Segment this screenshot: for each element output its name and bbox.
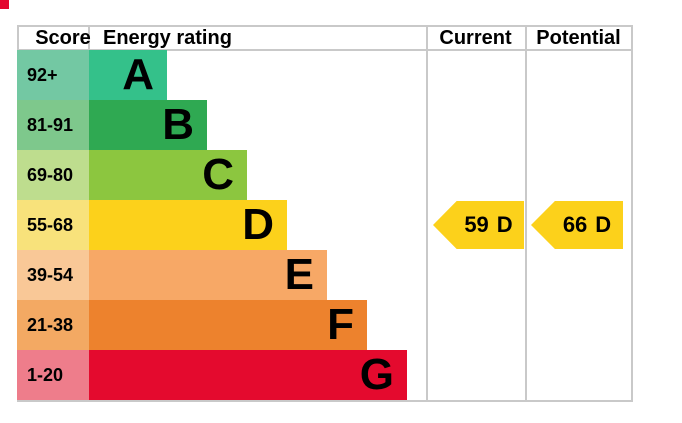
band-letter: E: [284, 250, 314, 299]
band-letter: C: [202, 150, 234, 199]
current-rating-arrow: 59 D: [433, 201, 524, 249]
current-potential-divider: [525, 25, 527, 402]
band-score-cell: 21-38: [17, 300, 89, 350]
band-letter: G: [359, 350, 394, 399]
band-bar: F: [89, 300, 367, 350]
band-bar: C: [89, 150, 247, 200]
band-score-cell: 1-20: [17, 350, 89, 400]
band-letter: B: [162, 100, 194, 149]
current-rating-value: 59: [464, 212, 489, 237]
potential-rating-value: 66: [562, 212, 588, 237]
band-letter: D: [242, 200, 274, 249]
potential-rating-arrow: 66 D: [531, 201, 623, 249]
rating-current-divider: [426, 25, 428, 402]
score-column-header: Score: [35, 27, 91, 49]
band-score-cell: 92+: [17, 50, 89, 100]
band-bar: G: [89, 350, 407, 400]
current-column-header: Current: [439, 27, 512, 49]
band-bar: A: [89, 50, 167, 100]
band-score-cell: 69-80: [17, 150, 89, 200]
energy-rating-column-header: Energy rating: [103, 27, 232, 49]
band-bar: D: [89, 200, 287, 250]
band-bar: E: [89, 250, 327, 300]
band-letter: F: [327, 300, 354, 349]
potential-rating-band: D: [595, 212, 612, 237]
score-rating-divider: [88, 25, 90, 51]
band-score-cell: 81-91: [17, 100, 89, 150]
table-bottom-border: [17, 400, 633, 402]
corner-red-square: [0, 0, 9, 9]
band-score-cell: 55-68: [17, 200, 89, 250]
band-bar: B: [89, 100, 207, 150]
table-top-border: [17, 25, 633, 27]
header-left-border: [17, 25, 19, 51]
header-bottom-border: [17, 49, 633, 51]
band-score-cell: 39-54: [17, 250, 89, 300]
table-right-border: [631, 25, 633, 402]
current-rating-band: D: [496, 212, 513, 237]
potential-column-header: Potential: [536, 27, 621, 49]
band-letter: A: [122, 50, 154, 99]
